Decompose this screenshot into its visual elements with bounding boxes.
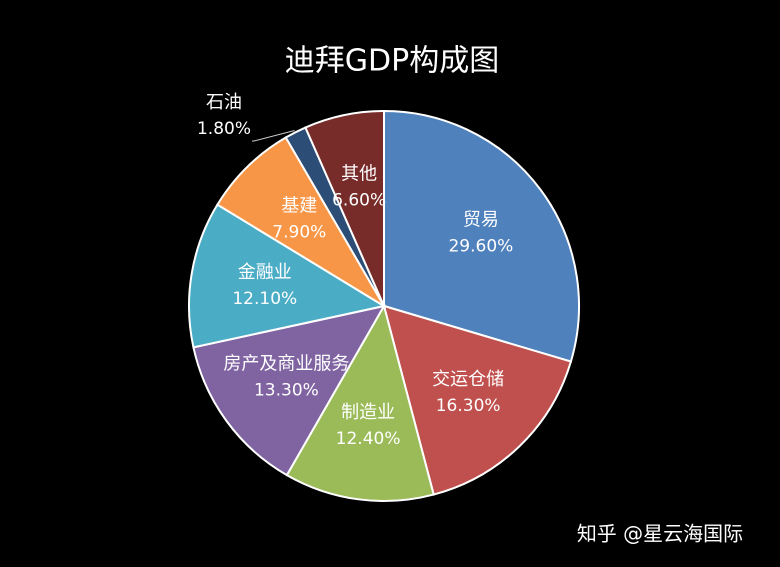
value-label: 16.30% [436, 396, 501, 416]
pie-slice [216, 136, 385, 307]
slice-label: 交运仓储 [432, 369, 504, 390]
value-label: 13.30% [254, 380, 319, 400]
slice-label: 石油 [206, 92, 242, 113]
pie-slice [285, 303, 435, 502]
slice-label: 基建 [281, 196, 317, 217]
watermark: 知乎 @星云海国际 [577, 522, 743, 546]
pie-slice [383, 109, 580, 363]
chart-title: 迪拜GDP构成图 [285, 44, 499, 79]
slice-label: 房产及商业服务 [223, 353, 349, 374]
pie-slice [192, 304, 386, 477]
slice-label: 贸易 [463, 210, 499, 231]
value-label: 1.80% [197, 119, 251, 139]
slice-label: 制造业 [341, 402, 395, 423]
value-label: 12.10% [232, 289, 297, 309]
pie-slice [304, 109, 385, 307]
value-label: 7.90% [272, 223, 326, 243]
slice-label: 其他 [341, 164, 377, 185]
pie-slice [188, 203, 387, 349]
value-label: 12.40% [336, 429, 401, 449]
value-label: 29.60% [448, 237, 513, 257]
slice-label: 金融业 [238, 262, 292, 283]
leader-line [252, 129, 295, 142]
value-label: 6.60% [332, 191, 386, 211]
pie-slice [382, 304, 573, 496]
